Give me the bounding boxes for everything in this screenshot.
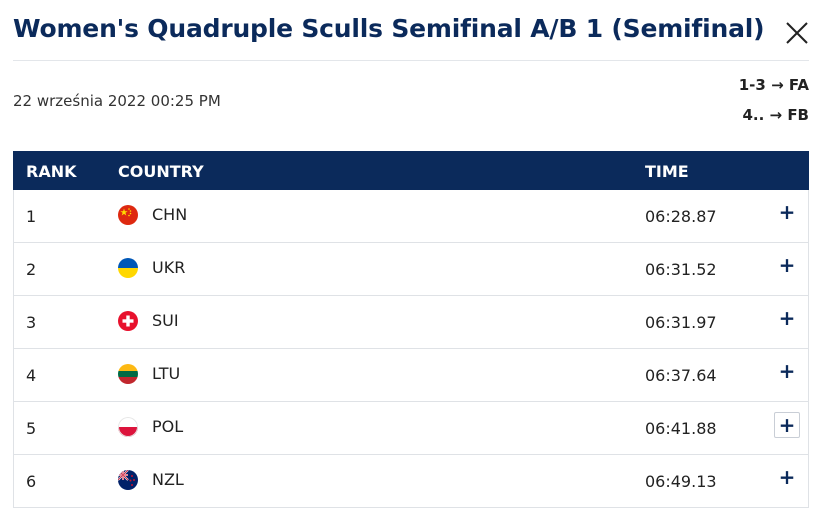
switzerland-flag-icon [118, 311, 138, 331]
table-row: 4 LTU 06:37.64 + [13, 349, 809, 402]
table-row: 5 POL 06:41.88 + [13, 402, 809, 455]
row-country: LTU [152, 364, 181, 383]
progression-rule-fb: 4.. → FB [742, 106, 809, 124]
china-flag-icon [118, 205, 138, 225]
table-row: 1 CHN 06:28.87 + [13, 190, 809, 243]
expand-row-button[interactable]: + [778, 359, 796, 383]
close-icon[interactable] [784, 20, 810, 46]
table-header: RANK COUNTRY TIME [13, 151, 809, 190]
row-country: NZL [152, 470, 184, 489]
row-country: SUI [152, 311, 179, 330]
row-time: 06:41.88 [645, 419, 717, 438]
race-datetime: 22 września 2022 00:25 PM [13, 92, 221, 110]
column-header-time: TIME [645, 162, 689, 181]
column-header-country: COUNTRY [118, 162, 204, 181]
row-rank: 1 [26, 207, 37, 226]
row-country: POL [152, 417, 184, 436]
row-country: UKR [152, 258, 186, 277]
expand-row-button[interactable]: + [778, 200, 796, 224]
page-title: Women's Quadruple Sculls Semifinal A/B 1… [13, 14, 765, 43]
expand-row-button[interactable]: + [778, 253, 796, 277]
row-time: 06:28.87 [645, 207, 717, 226]
new-zealand-flag-icon [118, 470, 138, 490]
row-rank: 4 [26, 366, 37, 385]
table-row: 2 UKR 06:31.52 + [13, 243, 809, 296]
results-table: RANK COUNTRY TIME 1 CHN 06:28.87 + [13, 151, 809, 508]
row-rank: 3 [26, 313, 37, 332]
progression-rule-fa: 1-3 → FA [738, 76, 809, 94]
table-row: 6 NZL [13, 455, 809, 508]
lithuania-flag-icon [118, 364, 138, 384]
row-country: CHN [152, 205, 188, 224]
ukraine-flag-icon [118, 258, 138, 278]
expand-row-button[interactable]: + [774, 412, 800, 438]
header-divider [13, 60, 809, 61]
row-time: 06:49.13 [645, 472, 717, 491]
row-rank: 2 [26, 260, 37, 279]
table-row: 3 SUI 06:31.97 + [13, 296, 809, 349]
row-time: 06:31.52 [645, 260, 717, 279]
row-rank: 5 [26, 419, 37, 438]
expand-row-button[interactable]: + [778, 465, 796, 489]
row-time: 06:37.64 [645, 366, 717, 385]
row-time: 06:31.97 [645, 313, 717, 332]
poland-flag-icon [118, 417, 138, 437]
column-header-rank: RANK [26, 162, 77, 181]
row-rank: 6 [26, 472, 37, 491]
expand-row-button[interactable]: + [778, 306, 796, 330]
